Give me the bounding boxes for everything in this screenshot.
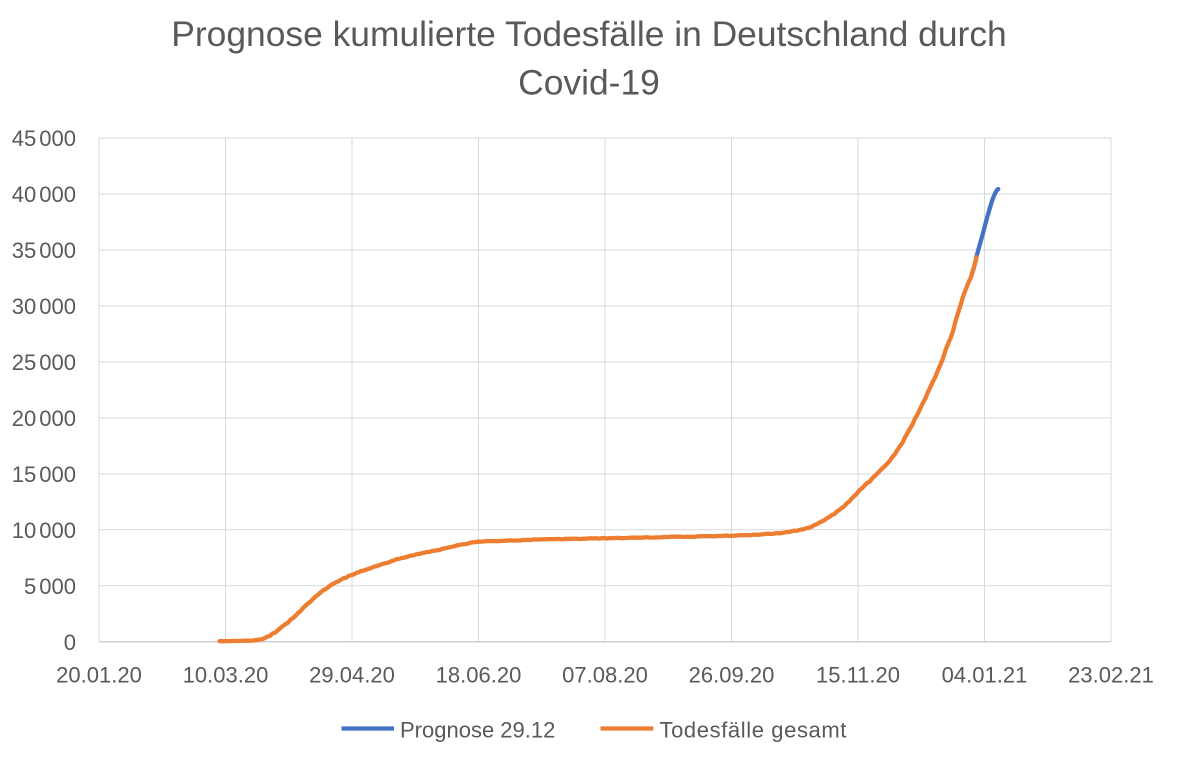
svg-text:07.08.20: 07.08.20 — [562, 663, 648, 688]
svg-text:Prognose 29.12: Prognose 29.12 — [400, 718, 555, 743]
svg-text:40 000: 40 000 — [12, 182, 76, 207]
svg-text:26.09.20: 26.09.20 — [689, 663, 775, 688]
svg-text:15.11.20: 15.11.20 — [816, 663, 900, 688]
svg-text:5 000: 5 000 — [24, 574, 76, 599]
svg-text:04.01.21: 04.01.21 — [942, 663, 1028, 688]
svg-text:20.01.20: 20.01.20 — [56, 663, 142, 688]
svg-text:Prognose kumulierte Todesfälle: Prognose kumulierte Todesfälle in Deutsc… — [171, 14, 1006, 54]
svg-text:30 000: 30 000 — [12, 294, 76, 319]
svg-text:20 000: 20 000 — [12, 406, 76, 431]
svg-text:23.02.21: 23.02.21 — [1068, 663, 1154, 688]
svg-text:Todesfälle gesamt: Todesfälle gesamt — [660, 718, 848, 743]
svg-text:10.03.20: 10.03.20 — [183, 663, 269, 688]
svg-text:35 000: 35 000 — [12, 238, 76, 263]
svg-text:18.06.20: 18.06.20 — [436, 663, 522, 688]
svg-text:15 000: 15 000 — [12, 462, 76, 487]
svg-text:Covid-19: Covid-19 — [518, 63, 660, 103]
svg-text:29.04.20: 29.04.20 — [309, 663, 395, 688]
svg-text:10 000: 10 000 — [12, 518, 76, 543]
svg-text:45 000: 45 000 — [12, 126, 76, 151]
svg-text:0: 0 — [64, 630, 76, 655]
svg-text:25 000: 25 000 — [12, 350, 76, 375]
